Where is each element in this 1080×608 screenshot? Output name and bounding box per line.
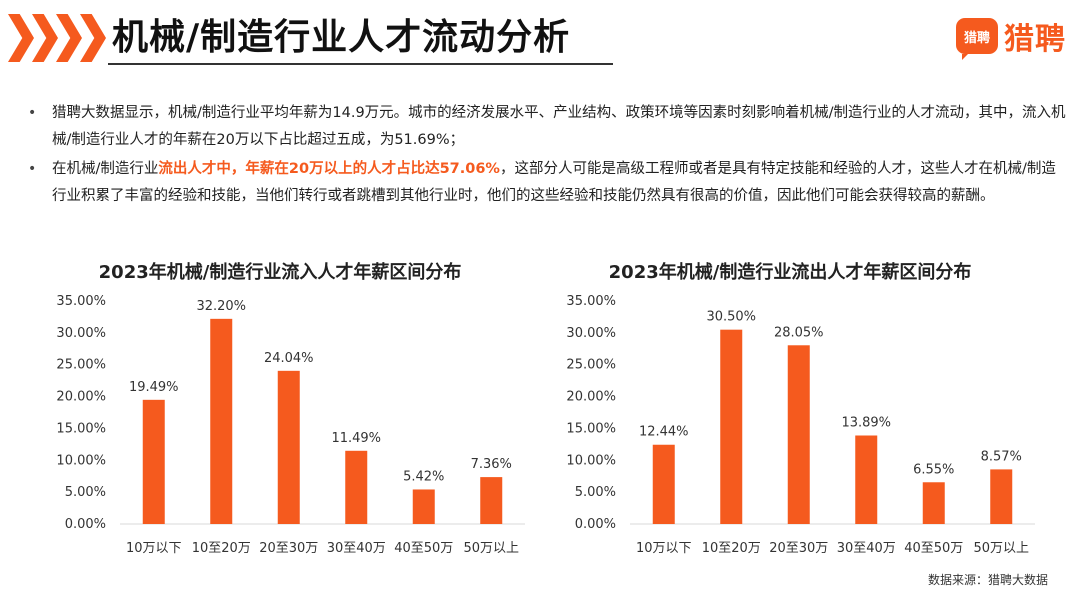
y-tick-label: 20.00% [56, 390, 106, 405]
outflow-salary-bar-chart: 0.00% 5.00% 10.00% 15.00% 20.00% 25.00% 30.00%… [566, 294, 1035, 556]
bar [210, 318, 233, 524]
data-label: 7.36% [471, 457, 512, 472]
data-label: 12.44% [639, 425, 689, 440]
bullet-text-pre: 在机械/制造行业 [52, 161, 159, 177]
y-tick-label: 0.00% [65, 517, 106, 532]
bar [412, 489, 435, 524]
x-category-label: 30至40万 [327, 541, 386, 556]
bullet-text: 猎聘大数据显示，机械/制造行业平均年薪为14.9万元。城市的经济发展水平、产业结… [52, 105, 1066, 148]
inflow-salary-bar-chart: 0.00% 5.00% 10.00% 15.00% 20.00% 25.00% 30.00%… [56, 294, 525, 556]
x-category-label: 10至20万 [192, 541, 251, 556]
bar [652, 444, 675, 524]
y-tick-label: 30.00% [566, 326, 616, 341]
y-tick-label: 35.00% [56, 294, 106, 309]
x-category-label: 10万以下 [126, 541, 182, 556]
data-label: 32.20% [196, 299, 246, 314]
chart-title-inflow: 2023年机械/制造行业流入人才年薪区间分布 [98, 262, 462, 283]
chevron-right-icon [80, 14, 106, 62]
page-title: 机械/制造行业人才流动分析 [112, 17, 571, 58]
x-category-label: 50万以上 [463, 541, 519, 556]
bar [277, 370, 300, 524]
chevron-right-icon [8, 14, 34, 62]
chevron-arrows-decoration [8, 14, 108, 62]
data-label: 6.55% [913, 462, 954, 477]
y-tick-label: 10.00% [566, 453, 616, 468]
data-label: 11.49% [331, 431, 381, 446]
data-label: 30.50% [706, 310, 756, 325]
x-category-label: 50万以上 [973, 541, 1029, 556]
y-tick-label: 5.00% [575, 485, 616, 500]
y-tick-label: 0.00% [575, 517, 616, 532]
bar [345, 450, 368, 524]
bullet-item: 在机械/制造行业流出人才中，年薪在20万以上的人才占比达57.06%，这部分人可… [28, 156, 1068, 210]
logo-text: 猎聘 [1004, 22, 1066, 57]
summary-bullets: 猎聘大数据显示，机械/制造行业平均年薪为14.9万元。城市的经济发展水平、产业结… [28, 100, 1068, 212]
chevron-right-icon [56, 14, 82, 62]
bullet-item: 猎聘大数据显示，机械/制造行业平均年薪为14.9万元。城市的经济发展水平、产业结… [28, 100, 1068, 154]
x-category-label: 10至20万 [702, 541, 761, 556]
data-label: 8.57% [981, 449, 1022, 464]
y-tick-label: 5.00% [65, 485, 106, 500]
chevron-right-icon [32, 14, 58, 62]
y-tick-label: 25.00% [56, 358, 106, 373]
bar [787, 345, 810, 524]
bullet-text-post: ，这部分人可能是高级工程师或者是具有特定技能和经验的人才，这些人才在机械/制造行… [52, 161, 1056, 204]
x-category-label: 10万以下 [636, 541, 692, 556]
bar [855, 435, 878, 524]
y-tick-label: 25.00% [566, 358, 616, 373]
x-category-label: 30至40万 [837, 541, 896, 556]
x-category-label: 20至30万 [769, 541, 828, 556]
y-tick-label: 15.00% [566, 421, 616, 436]
data-label: 5.42% [403, 469, 444, 484]
title-underline [108, 63, 613, 65]
chart-title-outflow: 2023年机械/制造行业流出人才年薪区间分布 [608, 262, 972, 283]
data-label: 19.49% [129, 380, 179, 395]
bar [922, 482, 945, 524]
x-category-label: 40至50万 [394, 541, 453, 556]
y-tick-label: 20.00% [566, 390, 616, 405]
x-category-label: 40至50万 [904, 541, 963, 556]
y-tick-label: 35.00% [566, 294, 616, 309]
bar [990, 469, 1013, 524]
y-tick-label: 30.00% [56, 326, 106, 341]
data-label: 13.89% [841, 416, 891, 431]
bar [480, 477, 503, 524]
data-source: 数据来源：猎聘大数据 [927, 573, 1048, 587]
y-tick-label: 10.00% [56, 453, 106, 468]
data-label: 24.04% [264, 351, 314, 366]
y-tick-label: 15.00% [56, 421, 106, 436]
bullet-highlight: 流出人才中，年薪在20万以上的人才占比达57.06% [158, 161, 500, 177]
liepin-logo: 猎聘 猎聘 [956, 14, 1066, 60]
logo-speech-bubble-icon: 猎聘 [956, 18, 998, 60]
x-category-label: 20至30万 [259, 541, 318, 556]
bar [142, 399, 165, 524]
data-label: 28.05% [774, 325, 824, 340]
bar [720, 329, 743, 524]
